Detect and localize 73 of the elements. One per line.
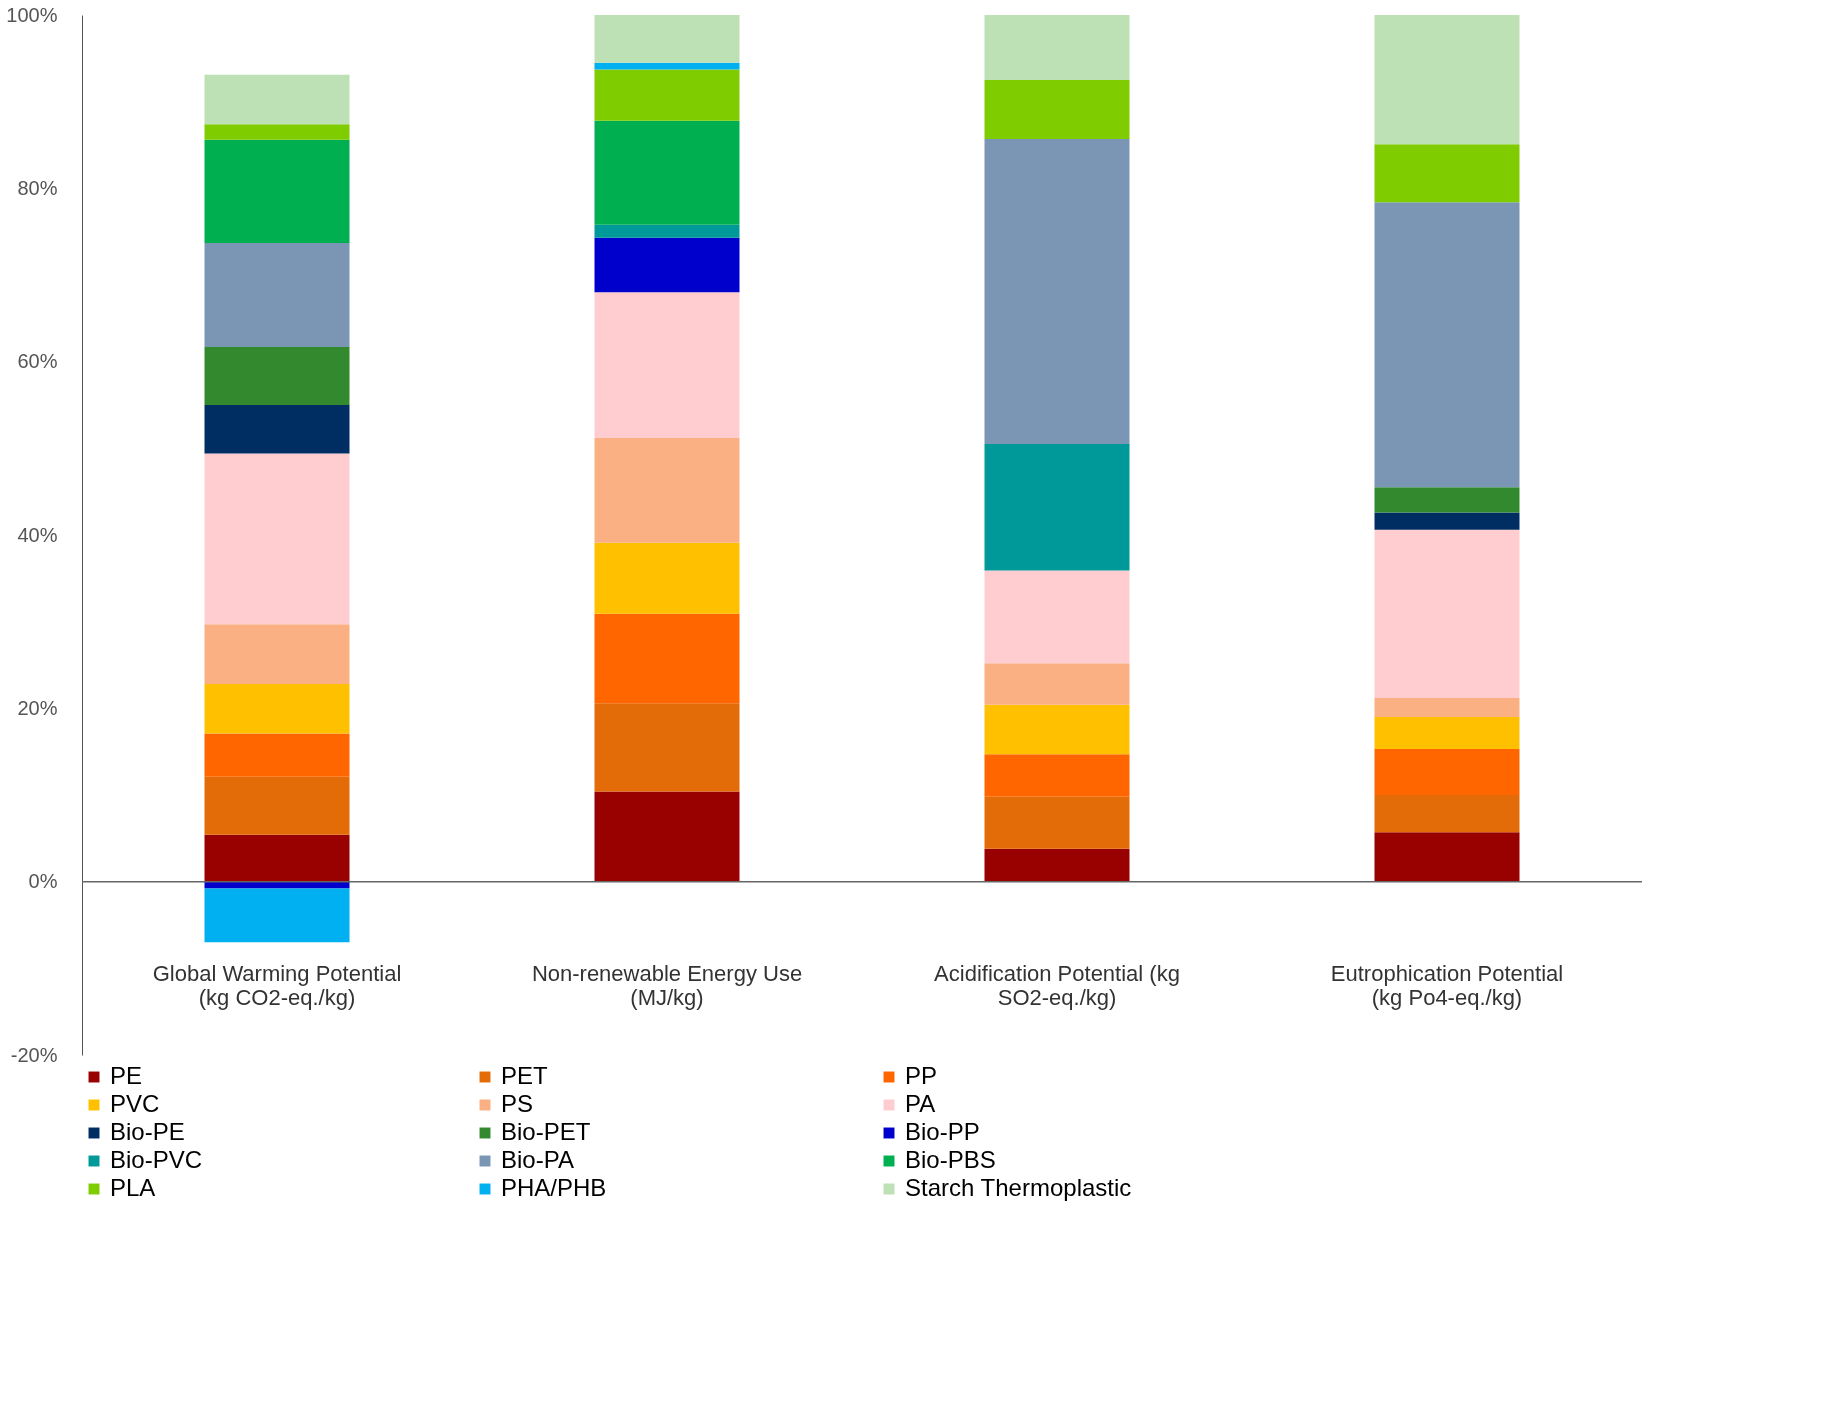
bar <box>204 776 350 835</box>
bar <box>1374 144 1520 203</box>
bar <box>984 754 1130 797</box>
legend-label: Bio-PP <box>905 1118 980 1145</box>
legend-label: PHA/PHB <box>501 1174 607 1201</box>
bar <box>594 62 740 70</box>
y-tick-label: 80% <box>17 176 58 199</box>
y-tick-label: 40% <box>17 523 58 546</box>
x-tick-label: Eutrophication Potential (kg Po4-eq./kg) <box>1330 960 1564 1010</box>
bar <box>984 138 1130 444</box>
bar <box>204 888 350 943</box>
bar <box>1374 202 1520 488</box>
bar <box>204 405 350 454</box>
bar <box>204 346 350 405</box>
bar <box>594 791 740 882</box>
x-tick-label: Global Warming Potential (kg CO2-eq./kg) <box>152 960 402 1010</box>
bar <box>594 613 740 704</box>
bar <box>1374 15 1520 145</box>
bar <box>984 796 1130 849</box>
bar <box>1374 529 1520 698</box>
bar <box>984 570 1130 664</box>
bar <box>984 80 1130 139</box>
bar <box>594 437 740 543</box>
legend-label: PET <box>501 1062 549 1089</box>
bar <box>1374 717 1520 750</box>
y-tick-label: -20% <box>10 1043 58 1066</box>
legend-label: Bio-PA <box>501 1146 574 1173</box>
bar <box>204 74 350 125</box>
legend-label: PVC <box>110 1090 160 1117</box>
legend-label: PLA <box>110 1174 156 1201</box>
x-tick-label: Non-renewable Energy Use (MJ/kg) <box>531 960 803 1010</box>
legend-label: Starch Thermoplastic <box>905 1174 1132 1201</box>
bar <box>594 224 740 238</box>
bar <box>594 703 740 792</box>
bar <box>594 237 740 293</box>
bar <box>1374 795 1520 833</box>
y-tick-label: 20% <box>17 696 58 719</box>
legend-label: Bio-PE <box>110 1118 185 1145</box>
legend-label: PE <box>110 1062 143 1089</box>
legend-label: Bio-PVC <box>110 1146 203 1173</box>
bar <box>1374 697 1520 717</box>
legend-label: PP <box>905 1062 938 1089</box>
bar <box>984 848 1130 882</box>
bar <box>204 242 350 347</box>
legend-label: PS <box>501 1090 534 1117</box>
bar <box>204 881 350 889</box>
bar <box>1374 749 1520 795</box>
bar <box>204 139 350 243</box>
bar <box>204 834 350 882</box>
bar <box>1374 512 1520 530</box>
bar <box>984 663 1130 705</box>
bar <box>594 292 740 438</box>
bar <box>1374 487 1520 513</box>
bar <box>204 733 350 777</box>
bar <box>594 542 740 614</box>
y-tick-label: 100% <box>6 3 58 26</box>
bar <box>1374 832 1520 882</box>
legend-label: PA <box>905 1090 936 1117</box>
bar <box>204 124 350 140</box>
legend-label: Bio-PET <box>501 1118 591 1145</box>
y-tick-label: 60% <box>17 350 58 373</box>
bar <box>204 684 350 734</box>
bar <box>204 624 350 685</box>
bar <box>984 15 1130 80</box>
bar <box>204 453 350 625</box>
legend-label: Bio-PBS <box>905 1146 996 1173</box>
bar <box>594 15 740 63</box>
bar <box>594 69 740 121</box>
y-tick-label: 0% <box>28 870 58 893</box>
bar <box>984 704 1130 755</box>
bar <box>984 444 1130 571</box>
x-tick-label: Acidification Potential (kg SO2-eq./kg) <box>934 960 1180 1010</box>
bar <box>594 120 740 225</box>
